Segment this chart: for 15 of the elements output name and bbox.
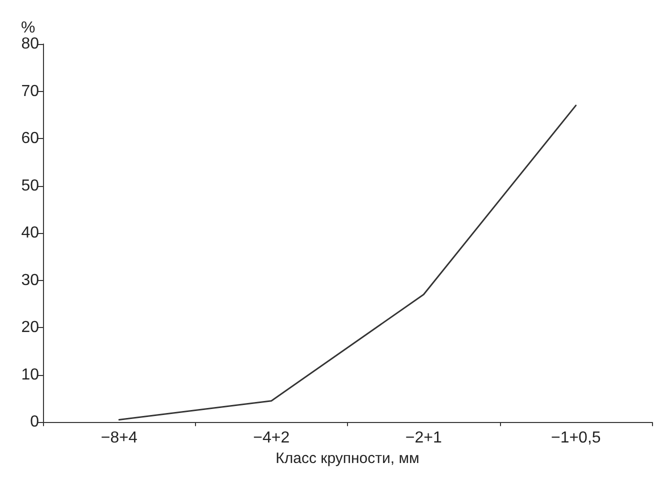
x-tick-label: −4+2 (253, 430, 290, 447)
y-tick-label: 30 (21, 272, 40, 289)
y-tick-label: 50 (21, 177, 40, 194)
y-tick-label: 80 (21, 36, 40, 52)
y-tick-label: 10 (21, 366, 40, 384)
x-tick-label: −8+4 (100, 430, 138, 447)
y-tick-label: 0 (30, 414, 40, 431)
y-tick-label: 20 (21, 319, 40, 336)
y-axis-title: % (21, 20, 36, 36)
x-tick-label: −2+1 (405, 430, 442, 447)
y-tick-label: 40 (21, 224, 40, 242)
x-tick-label: −1+0,5 (550, 430, 601, 447)
x-axis-title: Класс крупности, мм (276, 450, 420, 467)
y-tick-label: 70 (21, 82, 40, 100)
y-tick-label: 60 (21, 130, 40, 148)
